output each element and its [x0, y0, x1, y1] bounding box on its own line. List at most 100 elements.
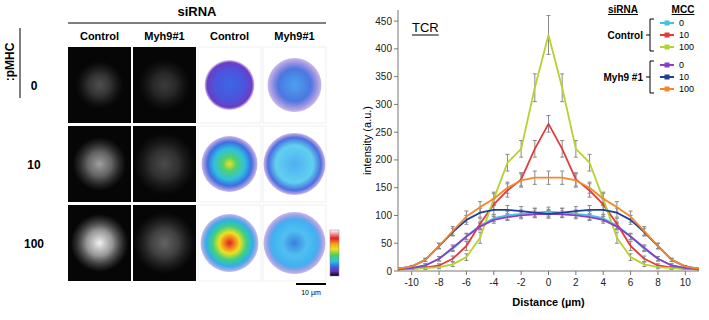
y-tick	[394, 271, 398, 272]
cell-heat	[268, 58, 322, 112]
chart-title: TCR	[412, 20, 439, 35]
heatmap-image	[198, 126, 261, 202]
legend-header: siRNA	[608, 4, 638, 15]
legend-header: MCC	[672, 4, 695, 15]
x-tick	[439, 271, 440, 275]
row-label: 100	[24, 237, 44, 251]
micrograph	[68, 126, 131, 202]
micrograph	[133, 205, 196, 281]
y-tick	[394, 187, 398, 188]
y-tick-label: 200	[375, 154, 392, 165]
y-tick	[394, 159, 398, 160]
heatmap-image	[263, 47, 326, 123]
row-label: 10	[27, 158, 41, 172]
legend-bracket	[646, 61, 654, 93]
x-tick	[521, 271, 522, 275]
heatmap-image	[263, 126, 326, 202]
x-tick	[548, 271, 549, 275]
x-tick-label: -2	[517, 277, 526, 288]
y-tick-label: 350	[375, 71, 392, 82]
legend-label: 10	[679, 30, 689, 40]
y-tick-label: 150	[375, 182, 392, 193]
series-line	[398, 178, 699, 269]
x-tick-label: -6	[462, 277, 471, 288]
x-tick	[575, 271, 576, 275]
row-title-rule	[20, 28, 21, 98]
row-title: :pMHC	[3, 42, 17, 81]
cell-signal	[71, 214, 129, 272]
y-tick-label: 50	[381, 238, 393, 249]
series-line	[398, 124, 699, 269]
y-tick	[394, 104, 398, 105]
y-tick	[394, 76, 398, 77]
x-tick-label: 4	[600, 277, 606, 288]
figure: siRNA :pMHC Control Myh9#1 Control Myh9#1 0 10 1…	[0, 0, 709, 320]
legend-marker	[665, 45, 670, 50]
series-line	[398, 210, 699, 269]
y-tick-label: 250	[375, 127, 392, 138]
cell-signal	[76, 61, 124, 109]
legend-label: 100	[679, 84, 694, 94]
scale-bar-label: 10 µm	[301, 289, 321, 297]
y-tick	[394, 215, 398, 216]
heatmap-image	[198, 205, 261, 281]
header-rule	[68, 23, 326, 24]
x-tick	[657, 271, 658, 275]
column-label: Myh9#1	[274, 30, 314, 42]
x-tick	[411, 271, 412, 275]
title-underline	[412, 35, 439, 36]
micrograph	[68, 205, 131, 281]
x-tick	[493, 271, 494, 275]
cell-signal	[73, 137, 127, 191]
y-tick	[394, 48, 398, 49]
plot-area	[398, 16, 699, 270]
cell-heat	[202, 136, 258, 192]
heatmap-image	[263, 205, 326, 281]
y-axis-title: intensity (a.u.)	[361, 106, 373, 175]
x-tick	[466, 271, 467, 275]
micrograph	[133, 126, 196, 202]
x-tick	[603, 271, 604, 275]
x-tick-label: -10	[404, 277, 419, 288]
cell-heat	[264, 212, 326, 274]
legend-marker	[665, 87, 670, 92]
micrograph	[68, 47, 131, 123]
micrograph	[133, 47, 196, 123]
x-tick-label: 6	[628, 277, 634, 288]
y-tick-label: 0	[386, 266, 392, 277]
y-tick-label: 450	[375, 16, 392, 27]
y-tick	[394, 243, 398, 244]
y-tick	[394, 132, 398, 133]
x-axis-title: Distance (µm)	[512, 296, 585, 308]
scale-bar	[296, 283, 326, 285]
legend-marker	[665, 63, 670, 68]
column-label: Control	[80, 30, 119, 42]
cell-heat	[264, 133, 326, 195]
y-tick-label: 300	[375, 99, 392, 110]
legend-label: 10	[679, 72, 689, 82]
legend-label: 100	[679, 42, 694, 52]
series-line	[398, 35, 699, 269]
x-tick-label: -4	[489, 277, 498, 288]
legend-group: Myh9 #1	[604, 72, 644, 83]
row-label: 0	[31, 79, 38, 93]
cell-heat	[201, 214, 259, 272]
legend-marker	[665, 33, 670, 38]
x-tick-label: 8	[655, 277, 661, 288]
legend-marker	[665, 21, 670, 26]
x-tick-label: 2	[573, 277, 579, 288]
lut-bar	[330, 230, 339, 276]
legend-label: 0	[679, 18, 684, 28]
y-tick-label: 100	[375, 210, 392, 221]
panel-header: siRNA	[177, 4, 217, 19]
cell-signal	[134, 212, 196, 274]
legend-marker	[665, 75, 670, 80]
y-tick	[394, 21, 398, 22]
cell-signal	[139, 59, 191, 111]
x-tick	[685, 271, 686, 275]
x-tick-label: 0	[546, 277, 552, 288]
column-label: Myh9#1	[144, 30, 184, 42]
x-tick	[630, 271, 631, 275]
legend-group: Control	[607, 30, 643, 41]
column-label: Control	[210, 30, 249, 42]
